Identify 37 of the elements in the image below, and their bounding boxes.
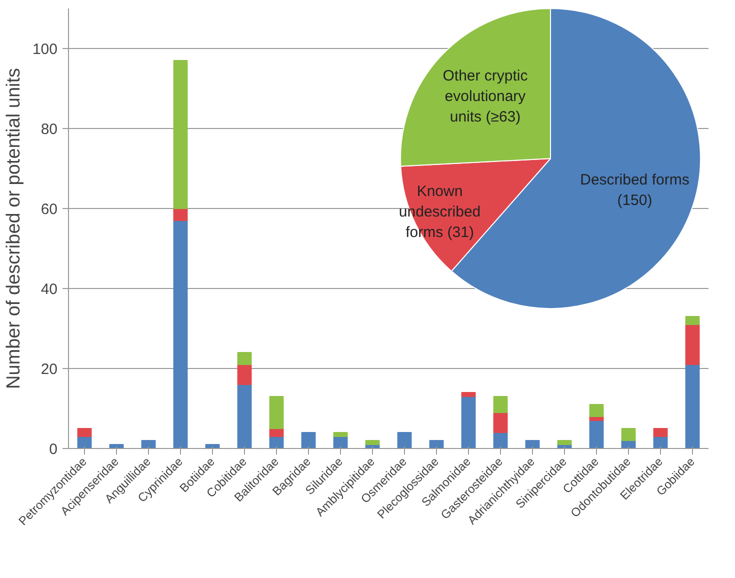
data-label: (150) (617, 192, 652, 209)
y-tick-label: 40 (40, 281, 58, 298)
y-axis-title: Number of described or potential units (3, 68, 24, 390)
bar (525, 440, 540, 448)
bar (685, 316, 700, 325)
bar (237, 352, 252, 365)
y-tick-label: 20 (40, 361, 58, 378)
bar (493, 412, 508, 433)
y-tick-label: 60 (40, 201, 58, 218)
bar (493, 396, 508, 413)
bar (173, 208, 188, 221)
y-tick-label: 100 (32, 41, 58, 58)
bar (685, 324, 700, 365)
bar (333, 432, 348, 437)
bar (429, 440, 444, 448)
bar (237, 364, 252, 385)
bar (589, 404, 604, 417)
bar (653, 428, 668, 437)
bar (685, 364, 700, 448)
bar (621, 428, 636, 441)
bar (237, 384, 252, 448)
bar (173, 60, 188, 209)
bar (77, 428, 92, 437)
bar (589, 420, 604, 448)
slice-label: Other cryptic evolutionary units (≥63) (442, 68, 528, 126)
bar (301, 432, 316, 448)
bar (397, 432, 412, 448)
bar (141, 440, 156, 448)
bar (173, 220, 188, 448)
y-tick-label: 80 (40, 121, 58, 138)
slice-label: Described forms (580, 172, 690, 189)
bar (365, 440, 380, 445)
bar (269, 396, 284, 429)
y-tick-label: 0 (49, 441, 58, 458)
bar (557, 440, 572, 445)
bar (461, 392, 476, 397)
bar (461, 396, 476, 448)
